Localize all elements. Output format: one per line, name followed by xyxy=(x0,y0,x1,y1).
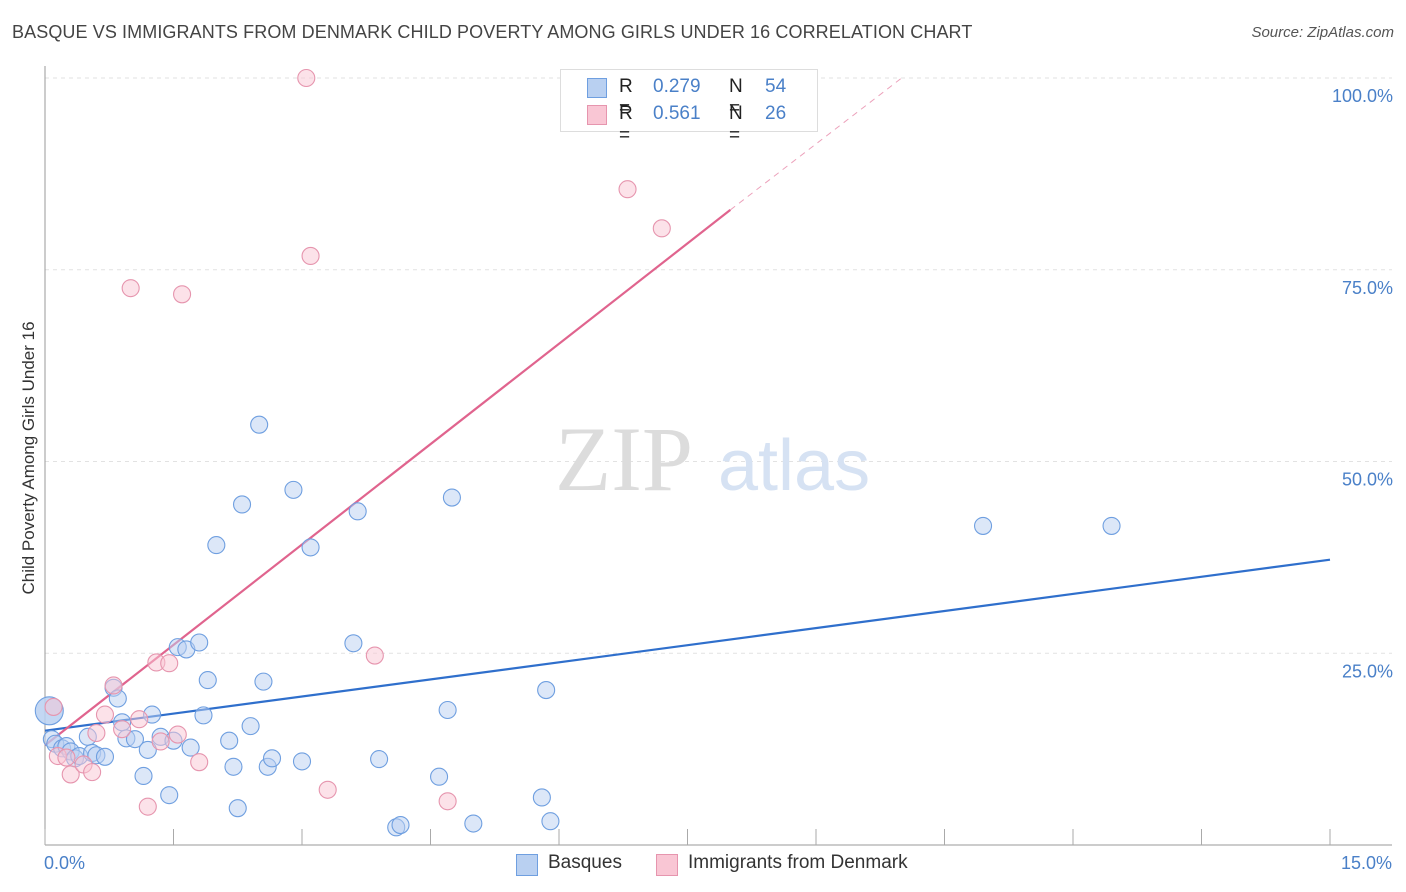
denmark-point xyxy=(113,720,132,739)
trend-extension-1 xyxy=(730,77,902,211)
denmark-point xyxy=(618,180,637,199)
denmark-point xyxy=(95,705,115,724)
swatch-denmark xyxy=(587,105,607,125)
denmark-point xyxy=(318,780,337,799)
basques-point xyxy=(138,740,157,759)
basques-point xyxy=(301,538,320,557)
basques-point xyxy=(134,766,153,786)
basques-point xyxy=(344,634,363,653)
denmark-point xyxy=(130,710,149,729)
basques-point xyxy=(95,747,115,766)
source-label: Source: ZipAtlas.com xyxy=(1251,24,1394,41)
y-tick-label-25: 25.0% xyxy=(1342,661,1393,681)
n-value: 26 xyxy=(765,103,787,124)
denmark-point xyxy=(44,697,63,716)
basques-point xyxy=(241,717,260,736)
swatch-basques xyxy=(587,78,607,98)
y-tick-label-75: 75.0% xyxy=(1342,278,1393,298)
basques-point xyxy=(194,706,213,725)
y-tick-labels: 25.0% 50.0% 75.0% 100.0% xyxy=(1332,86,1393,681)
chart-title: BASQUE VS IMMIGRANTS FROM DENMARK CHILD … xyxy=(12,22,973,42)
basques-point xyxy=(438,700,457,720)
basques-point xyxy=(228,799,247,818)
basques-point xyxy=(1102,516,1121,535)
basques-point xyxy=(224,757,243,776)
points-layer xyxy=(34,68,1121,837)
denmark-point xyxy=(160,654,179,673)
y-tick-label-50: 50.0% xyxy=(1342,470,1393,490)
denmark-point xyxy=(104,676,123,695)
basques-point xyxy=(250,415,269,434)
denmark-point xyxy=(138,797,157,816)
legend-swatch-denmark xyxy=(656,854,678,876)
basques-point xyxy=(442,488,461,507)
legend-label-denmark: Immigrants from Denmark xyxy=(688,852,908,873)
watermark-atlas: atlas xyxy=(718,426,870,506)
n-label: N = xyxy=(729,76,743,119)
r-label: R = xyxy=(619,76,633,119)
basques-point xyxy=(532,788,551,807)
trend-line-0 xyxy=(44,558,1331,732)
denmark-point xyxy=(190,753,209,772)
x-tick-min: 0.0% xyxy=(44,853,85,873)
denmark-point xyxy=(173,285,192,304)
basques-point xyxy=(125,730,144,749)
basques-point xyxy=(537,681,556,700)
basques-point xyxy=(541,812,560,831)
r-value: 0.561 xyxy=(653,103,701,124)
watermark: ZIP atlas xyxy=(555,408,870,510)
basques-point xyxy=(262,749,282,768)
denmark-point xyxy=(57,748,76,767)
basques-point xyxy=(160,786,179,805)
denmark-point xyxy=(438,792,457,811)
legend-label-basques: Basques xyxy=(548,852,622,873)
denmark-point xyxy=(61,765,80,784)
basques-point xyxy=(198,671,217,690)
y-axis-label: Child Poverty Among Girls Under 16 xyxy=(19,321,38,594)
basques-point xyxy=(232,495,252,514)
basques-point xyxy=(430,767,449,786)
n-label: N = xyxy=(729,103,743,146)
basques-point xyxy=(391,816,410,835)
x-tick-max: 15.0% xyxy=(1341,853,1392,873)
basques-point xyxy=(190,633,209,652)
denmark-point xyxy=(121,279,140,298)
denmark-point xyxy=(365,646,384,665)
y-tick-label-100: 100.0% xyxy=(1332,86,1393,106)
denmark-point xyxy=(151,732,170,751)
denmark-point xyxy=(652,219,671,238)
r-label: R = xyxy=(619,103,633,146)
basques-point xyxy=(181,738,200,757)
denmark-point xyxy=(168,725,187,744)
denmark-point xyxy=(297,68,316,88)
watermark-zip: ZIP xyxy=(555,408,693,510)
basques-point xyxy=(207,536,226,555)
denmark-point xyxy=(83,763,102,782)
r-value: 0.279 xyxy=(653,76,701,97)
basques-point xyxy=(464,814,483,833)
basques-point xyxy=(284,480,303,499)
basques-point xyxy=(220,731,239,750)
basques-point xyxy=(973,516,993,535)
denmark-point xyxy=(301,246,320,265)
legend-swatch-basques xyxy=(516,854,538,876)
basques-point xyxy=(370,750,389,769)
n-value: 54 xyxy=(765,76,787,97)
basques-point xyxy=(348,502,367,521)
grid-layer xyxy=(45,77,1392,654)
basques-point xyxy=(254,672,273,691)
basques-point xyxy=(292,752,312,771)
denmark-point xyxy=(87,723,106,743)
stats-legend: R = 0.279 N = 54 R = 0.561 N = 26 xyxy=(560,69,818,146)
